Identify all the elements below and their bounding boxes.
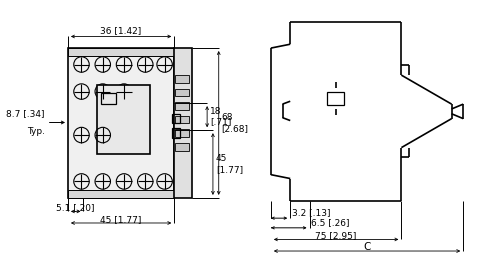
Text: 18
[.71]: 18 [.71] [210,107,231,126]
Text: 8.7 [.34]: 8.7 [.34] [6,109,45,118]
Bar [68,48,174,198]
Bar [175,116,189,123]
Bar [97,85,150,154]
Bar [68,190,174,198]
Bar [173,128,180,138]
Text: C: C [363,242,371,252]
Text: 3.2 [.13]: 3.2 [.13] [292,208,331,217]
Bar [175,89,189,96]
Text: 75 [2.95]: 75 [2.95] [315,232,357,241]
Bar [173,114,180,123]
Bar [68,48,174,56]
Text: 5.1 [.20]: 5.1 [.20] [56,203,95,212]
Bar [101,93,116,104]
Bar [175,102,189,110]
Text: 6.5 [.26]: 6.5 [.26] [311,218,350,227]
Text: Typ.: Typ. [27,127,45,136]
Bar [175,143,189,150]
Text: 45 [1.77]: 45 [1.77] [100,215,142,224]
Text: 45
[1.77]: 45 [1.77] [216,154,243,174]
Bar [175,129,189,137]
Text: 36 [1.42]: 36 [1.42] [100,26,142,35]
Bar [174,48,192,198]
Bar [327,91,344,105]
Text: 68
[2.68]: 68 [2.68] [222,113,249,133]
Bar [175,75,189,83]
